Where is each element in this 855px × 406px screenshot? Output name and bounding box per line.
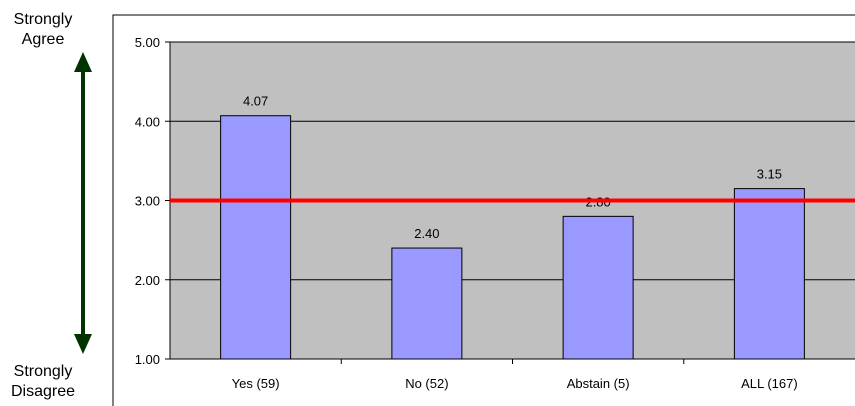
bottom-label-line-2: Disagree xyxy=(10,383,76,400)
x-category-label: Yes (59) xyxy=(232,376,280,391)
bar-value-label: 3.15 xyxy=(757,167,782,182)
plot-area: 1.00 2.00 3.00 4.00 5.00 4.07 Yes (59) 2.40 No (… xyxy=(135,35,855,391)
bar-value-label: 4.07 xyxy=(243,94,268,109)
x-category-label: No (52) xyxy=(405,376,448,391)
bar xyxy=(391,247,463,360)
bar xyxy=(562,215,634,360)
y-tick-label: 3.00 xyxy=(135,194,160,209)
strongly-disagree-label: Strongly Disagree xyxy=(8,362,78,402)
bar xyxy=(220,115,292,360)
strongly-agree-label: Strongly Agree xyxy=(8,10,78,50)
bar xyxy=(733,188,805,360)
arrow-down-head xyxy=(74,334,92,354)
bottom-label-line-1: Strongly xyxy=(13,363,73,380)
top-label-line-2: Agree xyxy=(21,31,65,48)
y-tick-label: 4.00 xyxy=(135,114,160,129)
arrow-up-head xyxy=(74,52,92,72)
y-tick-label: 1.00 xyxy=(135,352,160,367)
top-label-line-1: Strongly xyxy=(13,11,73,28)
agree-disagree-arrow xyxy=(74,52,92,354)
bar-value-label: 2.40 xyxy=(414,226,439,241)
x-category-label: ALL (167) xyxy=(741,376,798,391)
y-tick-label: 5.00 xyxy=(135,35,160,50)
y-tick-label: 2.00 xyxy=(135,273,160,288)
x-category-label: Abstain (5) xyxy=(567,376,630,391)
